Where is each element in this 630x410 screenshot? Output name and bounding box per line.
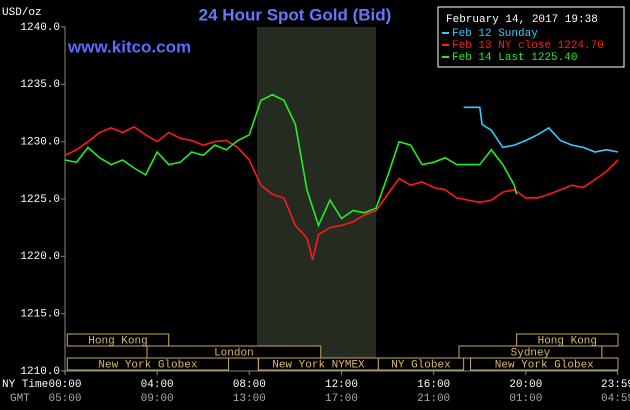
y-tick-label: 1230.0	[20, 137, 60, 149]
x-tick-label: 23:59	[601, 379, 630, 391]
series-line	[64, 125, 619, 261]
session-label: London	[214, 347, 254, 359]
y-tick-label: 1210.0	[20, 366, 60, 378]
x2-tick-label: 05:00	[48, 393, 81, 405]
x-tick-label: 00:00	[48, 379, 81, 391]
x-axis-label: NY Time	[2, 379, 48, 391]
session-bar	[66, 333, 170, 347]
legend-label: Feb 13 NY close 1224.70	[452, 40, 604, 52]
x-tick-label: 12:00	[325, 379, 358, 391]
y-tick-label: 1220.0	[20, 251, 60, 263]
session-label: New York NYMEX	[272, 359, 365, 371]
x2-tick-label: 13:00	[233, 393, 266, 405]
x-tick-label: 16:00	[417, 379, 450, 391]
y-tick-label: 1240.0	[20, 22, 60, 34]
y-tick-label: 1235.0	[20, 79, 60, 91]
legend-label: Feb 12 Sunday	[452, 28, 538, 40]
legend-box	[437, 6, 625, 68]
legend-label: Feb 14 Last 1225.40	[452, 52, 577, 64]
x-tick-label: 20:00	[509, 379, 542, 391]
series-line	[64, 93, 518, 228]
session-label: NY Globex	[391, 359, 451, 371]
x2-tick-label: 01:00	[509, 393, 542, 405]
watermark: www.kitco.com	[67, 37, 191, 56]
x2-axis-label: GMT	[10, 393, 30, 405]
x2-tick-label: 21:00	[417, 393, 450, 405]
x-tick-label: 04:00	[141, 379, 174, 391]
session-bar	[146, 345, 322, 359]
session-label: New York Globex	[98, 359, 197, 371]
session-label: Hong Kong	[538, 335, 597, 347]
x-tick-label: 08:00	[233, 379, 266, 391]
x2-tick-label: 17:00	[325, 393, 358, 405]
y-tick-label: 1215.0	[20, 309, 60, 321]
session-label: Hong Kong	[88, 335, 147, 347]
subtitle: February 14, 2017 19:38	[446, 14, 598, 26]
session-bar	[66, 357, 230, 371]
y-axis-label: USD/oz	[2, 7, 42, 19]
y-tick-label: 1225.0	[20, 194, 60, 206]
session-bar	[377, 357, 465, 371]
chart-title: 24 Hour Spot Gold (Bid)	[199, 5, 392, 24]
session-label: New York Globex	[495, 359, 594, 371]
x2-tick-label: 09:00	[141, 393, 174, 405]
highlight-region	[256, 27, 377, 371]
session-label: Sydney	[511, 347, 551, 359]
session-bar	[470, 357, 619, 371]
x2-tick-label: 04:59	[601, 393, 630, 405]
series-line	[463, 106, 619, 153]
